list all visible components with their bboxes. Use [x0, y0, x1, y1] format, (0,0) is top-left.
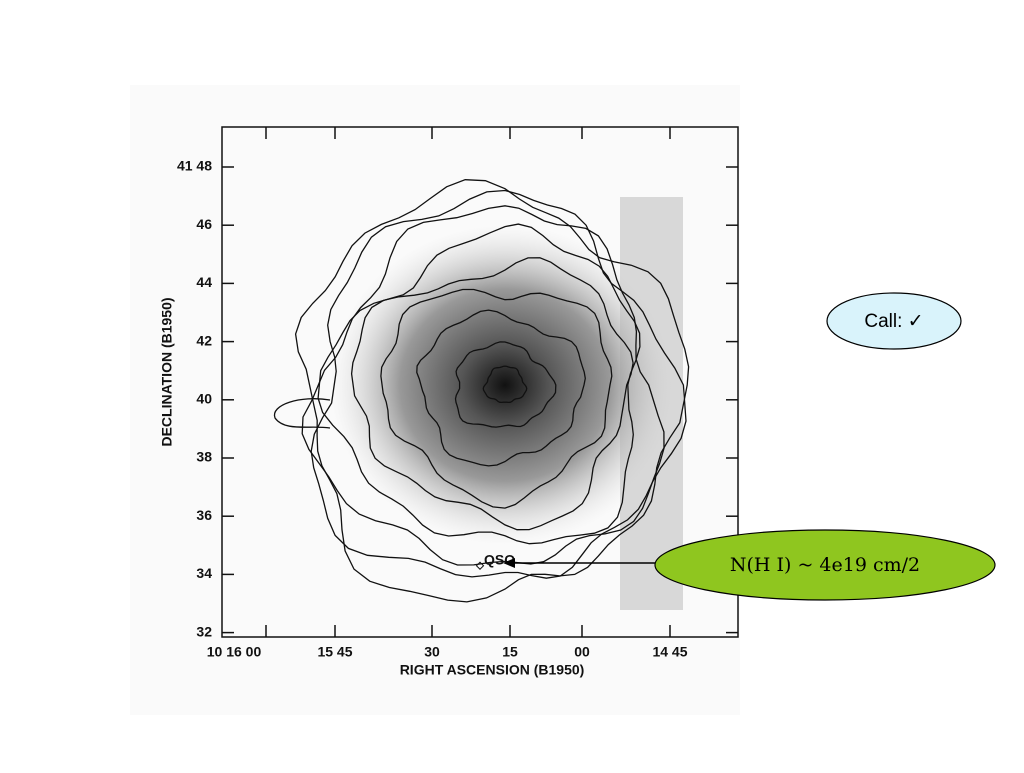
call-bubble	[826, 292, 962, 350]
contour	[310, 189, 687, 579]
x-tick-label: 14 45	[652, 644, 687, 660]
contour	[482, 365, 528, 404]
y-tick-label: 32	[196, 623, 212, 639]
galaxy-image	[330, 225, 680, 545]
arrow-head	[503, 558, 515, 568]
qso-marker	[475, 561, 485, 570]
y-tick-label: 44	[196, 274, 212, 290]
column-density-bubble	[654, 529, 996, 601]
y-tick-label: 41 48	[177, 158, 212, 174]
y-axis-label: DECLINATION (B1950)	[159, 297, 175, 446]
y-tick-label: 38	[196, 449, 212, 465]
contour	[350, 257, 634, 531]
contours	[273, 179, 690, 603]
x-tick-label: 30	[424, 644, 440, 660]
x-tick-label: 10 16 00	[207, 644, 262, 660]
contour	[301, 205, 665, 566]
ticks: 41 48 46 44 42 40 38 36 34 32 10 16 00 15 45 30 15 00…	[177, 127, 738, 660]
call-text: Call: ✓	[864, 311, 923, 332]
contour	[416, 309, 586, 467]
x-tick-label: 00	[574, 644, 590, 660]
x-tick-label: 15 45	[317, 644, 352, 660]
y-tick-label: 34	[196, 565, 212, 581]
x-tick-label: 15	[502, 644, 518, 660]
contour	[294, 179, 690, 603]
contour	[454, 341, 557, 428]
contour	[380, 288, 613, 509]
y-tick-label: 40	[196, 391, 212, 407]
plot-frame	[221, 126, 739, 638]
y-tick-label: 46	[196, 216, 212, 232]
y-tick-label: 42	[196, 332, 212, 348]
contour	[273, 398, 331, 429]
column-density-text: N(H I) ~ 4e19 cm/2	[730, 554, 920, 576]
x-axis-label: RIGHT ASCENSION (B1950)	[400, 662, 585, 678]
y-tick-label: 36	[196, 507, 212, 523]
